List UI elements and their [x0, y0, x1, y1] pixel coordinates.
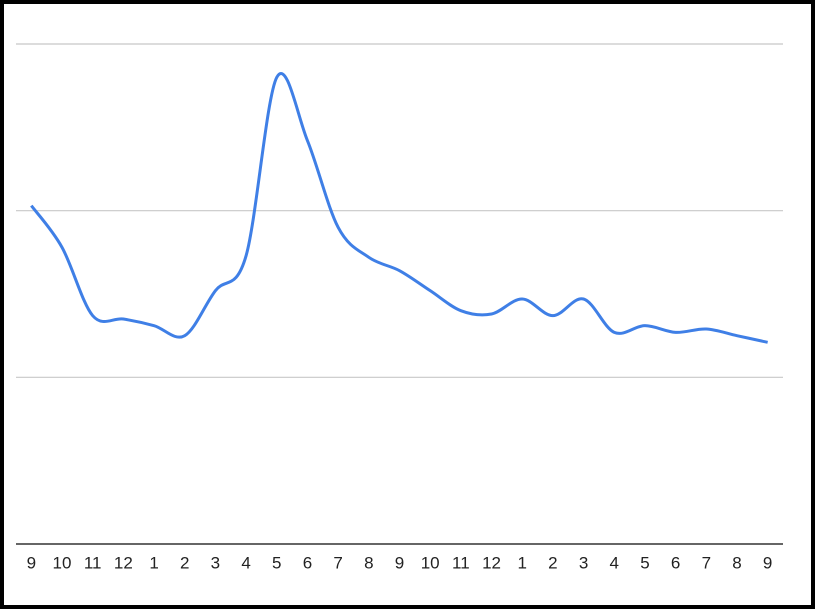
x-tick-label: 5	[272, 553, 281, 572]
x-tick-label: 7	[702, 553, 711, 572]
x-tick-label: 5	[640, 553, 649, 572]
x-tick-label: 11	[452, 553, 470, 572]
x-tick-label: 12	[114, 553, 133, 572]
x-tick-label: 3	[579, 553, 588, 572]
x-tick-label: 1	[517, 553, 526, 572]
x-tick-label: 8	[732, 553, 741, 572]
x-tick-label: 6	[303, 553, 312, 572]
x-tick-label: 8	[364, 553, 373, 572]
line-series	[30, 72, 768, 344]
x-tick-label: 11	[84, 553, 102, 572]
x-tick-label: 10	[53, 553, 72, 572]
x-tick-label: 9	[27, 553, 36, 572]
x-tick-label: 6	[671, 553, 680, 572]
x-tick-label: 2	[180, 553, 189, 572]
x-tick-label: 7	[333, 553, 342, 572]
x-tick-label: 2	[548, 553, 557, 572]
x-tick-label: 4	[610, 553, 619, 572]
x-tick-label: 4	[241, 553, 250, 572]
x-tick-label: 1	[149, 553, 158, 572]
x-tick-label: 3	[211, 553, 220, 572]
x-tick-label: 9	[395, 553, 404, 572]
x-tick-label: 10	[421, 553, 440, 572]
x-tick-label: 12	[482, 553, 501, 572]
x-tick-label: 9	[763, 553, 772, 572]
